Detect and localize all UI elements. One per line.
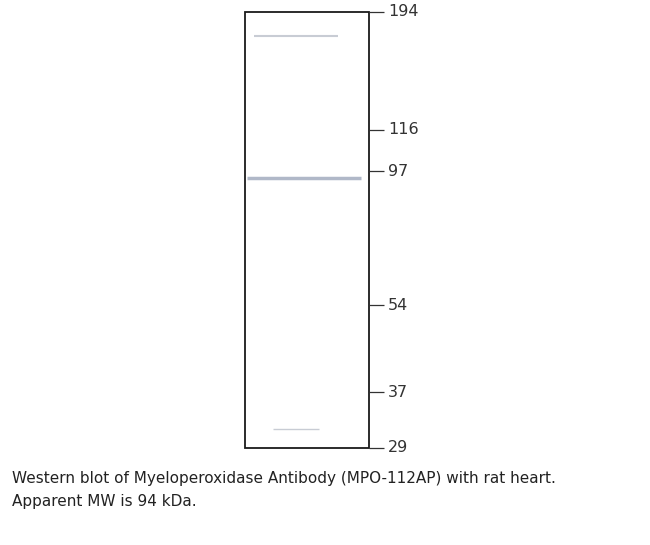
Bar [245, 12, 369, 448]
Text: 29: 29 [388, 440, 408, 456]
Text: 97: 97 [388, 164, 408, 179]
Text: 54: 54 [388, 298, 408, 313]
Text: 116: 116 [388, 123, 419, 137]
Text: 194: 194 [388, 4, 419, 20]
Text: 37: 37 [388, 385, 408, 399]
Text: Western blot of Myeloperoxidase Antibody (MPO-112AP) with rat heart.
Apparent MW: Western blot of Myeloperoxidase Antibody… [12, 471, 556, 508]
